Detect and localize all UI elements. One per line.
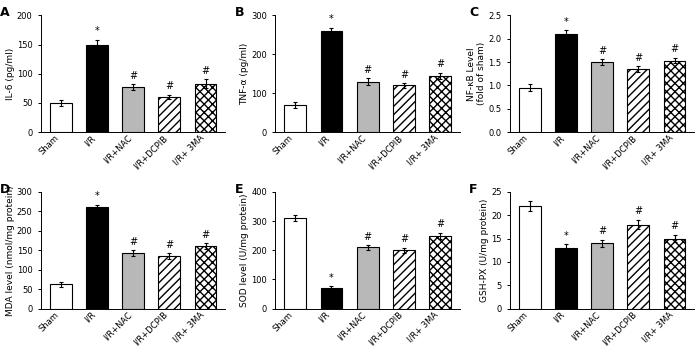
Bar: [592, 62, 613, 132]
Y-axis label: TNF-α (pg/ml): TNF-α (pg/ml): [240, 43, 249, 105]
Bar: [393, 250, 414, 309]
Bar: [592, 243, 613, 309]
Bar: [321, 288, 342, 309]
Text: D: D: [0, 183, 10, 196]
Text: #: #: [129, 237, 137, 247]
Text: *: *: [329, 14, 334, 24]
Text: #: #: [634, 53, 643, 63]
Text: *: *: [94, 191, 99, 201]
Text: #: #: [202, 230, 209, 240]
Text: #: #: [634, 207, 643, 216]
Y-axis label: MDA level (nmol/mg protein): MDA level (nmol/mg protein): [6, 185, 15, 316]
Text: #: #: [671, 44, 678, 54]
Text: #: #: [598, 226, 606, 236]
Text: #: #: [400, 70, 408, 79]
Bar: [158, 97, 180, 132]
Text: #: #: [363, 65, 372, 75]
Text: #: #: [165, 81, 174, 91]
Text: *: *: [564, 231, 568, 241]
Text: #: #: [671, 221, 678, 231]
Bar: [664, 239, 685, 309]
Bar: [555, 34, 577, 132]
Bar: [393, 85, 414, 132]
Text: #: #: [598, 46, 606, 56]
Y-axis label: GSH-PX (U/mg protein): GSH-PX (U/mg protein): [480, 199, 489, 302]
Bar: [627, 69, 649, 132]
Text: F: F: [469, 183, 477, 196]
Text: *: *: [329, 273, 334, 283]
Bar: [627, 225, 649, 309]
Bar: [195, 84, 216, 132]
Bar: [284, 105, 306, 132]
Text: #: #: [436, 219, 444, 229]
Bar: [519, 88, 540, 132]
Bar: [284, 218, 306, 309]
Y-axis label: SOD level (U/mg protein): SOD level (U/mg protein): [240, 193, 249, 307]
Text: C: C: [469, 6, 478, 19]
Bar: [122, 253, 144, 309]
Text: E: E: [234, 183, 243, 196]
Bar: [429, 76, 451, 132]
Bar: [122, 87, 144, 132]
Text: #: #: [165, 240, 174, 250]
Bar: [357, 247, 379, 309]
Text: B: B: [234, 6, 244, 19]
Text: #: #: [129, 71, 137, 81]
Bar: [519, 206, 540, 309]
Bar: [50, 103, 71, 132]
Text: *: *: [94, 26, 99, 36]
Y-axis label: NF-κB Level
(fold of sham): NF-κB Level (fold of sham): [467, 42, 486, 106]
Text: #: #: [363, 232, 372, 241]
Text: A: A: [0, 6, 10, 19]
Bar: [158, 256, 180, 309]
Bar: [664, 61, 685, 132]
Bar: [321, 31, 342, 132]
Bar: [357, 82, 379, 132]
Y-axis label: IL-6 (pg/ml): IL-6 (pg/ml): [6, 48, 15, 100]
Text: #: #: [436, 59, 444, 69]
Text: *: *: [564, 17, 568, 27]
Bar: [86, 44, 108, 132]
Text: #: #: [202, 66, 209, 76]
Bar: [195, 246, 216, 309]
Bar: [50, 285, 71, 309]
Bar: [429, 236, 451, 309]
Text: #: #: [400, 234, 408, 244]
Bar: [555, 248, 577, 309]
Bar: [86, 208, 108, 309]
